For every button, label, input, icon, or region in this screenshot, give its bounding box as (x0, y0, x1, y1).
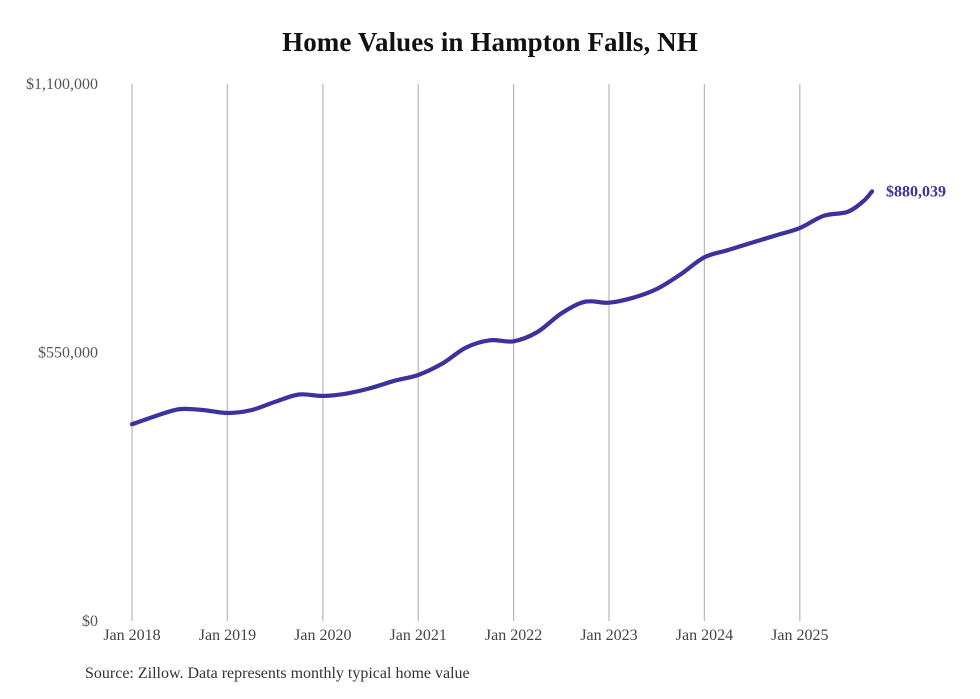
x-tick-label: Jan 2022 (485, 627, 542, 644)
x-tick-label: Jan 2025 (771, 627, 828, 644)
x-tick-label: Jan 2018 (103, 627, 160, 644)
x-tick-label: Jan 2021 (390, 627, 447, 644)
gridlines (131, 84, 801, 621)
y-tick-label: $550,000 (38, 345, 98, 362)
home-value-line-series (129, 189, 875, 427)
y-axis-tick-labels: $1,100,000 $550,000 $0 (26, 76, 98, 630)
x-axis-tick-labels: Jan 2018 Jan 2019 Jan 2020 Jan 2021 Jan 2022… (103, 627, 828, 644)
x-tick-label: Jan 2020 (294, 627, 351, 644)
chart-title: Home Values in Hampton Falls, NH (282, 27, 698, 57)
end-value-label: $880,039 (886, 183, 946, 200)
x-tick-label: Jan 2023 (580, 627, 637, 644)
y-tick-label: $1,100,000 (26, 76, 98, 93)
x-tick-label: Jan 2024 (676, 627, 733, 644)
chart-source-note: Source: Zillow. Data represents monthly … (85, 665, 470, 682)
y-tick-label: $0 (82, 613, 98, 630)
x-tick-label: Jan 2019 (199, 627, 256, 644)
